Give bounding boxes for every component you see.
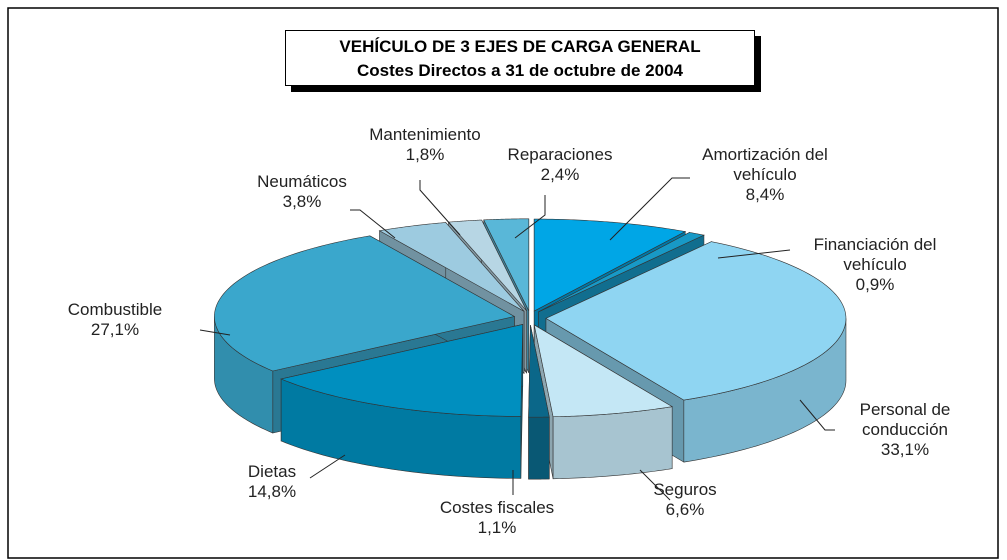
slice (528, 325, 550, 418)
slice (214, 235, 516, 372)
slice (447, 219, 527, 312)
value-label: 2,4% (540, 165, 580, 184)
leader-line (639, 469, 671, 501)
leader-line (514, 195, 546, 239)
category-name: Seguros (653, 480, 717, 499)
category-name: Neumáticos (257, 172, 347, 191)
category-name: Dietas (247, 462, 297, 481)
slice-label: Seguros 6,6% (625, 480, 745, 520)
category-name: Costes fiscales (439, 498, 555, 517)
value-label: 14,8% (247, 482, 297, 501)
slice (538, 232, 705, 313)
category-name: Personal de conducción (859, 400, 951, 439)
leader-line (350, 209, 396, 239)
slice-label: Financiación del vehículo 0,9% (785, 235, 965, 295)
slice-label: Combustible 27,1% (45, 300, 185, 340)
slice (533, 324, 674, 418)
slice (378, 222, 525, 312)
slice-label: Dietas 14,8% (212, 462, 332, 502)
slice (280, 324, 524, 417)
slice (533, 218, 687, 312)
category-name: Reparaciones (507, 145, 613, 164)
category-name: Amortización del vehículo (702, 145, 828, 184)
leader-line (309, 454, 346, 479)
leader-line (609, 177, 690, 241)
value-label: 6,6% (665, 500, 705, 519)
category-name: Combustible (67, 300, 163, 319)
value-label: 8,4% (745, 185, 785, 204)
leader-line (199, 329, 231, 336)
leader-line (419, 180, 461, 236)
title-box: VEHÍCULO DE 3 EJES DE CARGA GENERAL Cost… (285, 30, 755, 86)
slice-label: Mantenimiento 1,8% (350, 125, 500, 165)
category-name: Mantenimiento (369, 125, 481, 144)
slice-label: Amortización del vehículo 8,4% (675, 145, 855, 205)
slice-label: Costes fiscales 1,1% (417, 498, 577, 538)
slice-label: Neumáticos 3,8% (232, 172, 372, 212)
leader-line (717, 249, 791, 259)
value-label: 27,1% (90, 320, 140, 339)
chart-subtitle: Costes Directos a 31 de octubre de 2004 (357, 61, 683, 80)
slice-label: Personal de conducción 33,1% (825, 400, 985, 460)
value-label: 0,9% (855, 275, 895, 294)
slice-wall (528, 416, 550, 480)
frame (7, 7, 999, 559)
category-name: Financiación del vehículo (813, 235, 937, 274)
slice (483, 218, 530, 311)
slice (545, 241, 847, 401)
value-label: 1,1% (477, 518, 517, 537)
leader-line (799, 399, 835, 431)
chart-title: VEHÍCULO DE 3 EJES DE CARGA GENERAL (339, 37, 701, 56)
slice-label: Reparaciones 2,4% (485, 145, 635, 185)
value-label: 1,8% (405, 145, 445, 164)
slice-wall (552, 406, 673, 480)
value-label: 3,8% (282, 192, 322, 211)
value-label: 33,1% (880, 440, 930, 459)
